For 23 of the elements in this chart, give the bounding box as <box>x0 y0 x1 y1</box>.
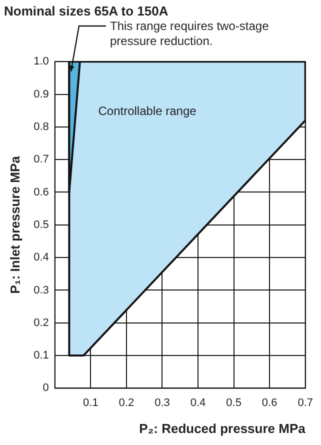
y-tick-label: 0.3 <box>34 284 49 296</box>
y-tick-label: 0 <box>42 382 49 394</box>
x-tick-label: 0.3 <box>154 396 170 409</box>
x-tick-label: 0.1 <box>83 396 98 409</box>
series-label: Controllable range <box>98 104 197 118</box>
y-tick-label: 0.9 <box>34 88 49 100</box>
annotation: This range requires two-stage pressure reduction. <box>110 19 270 48</box>
y-tick-label: 0.4 <box>34 252 49 264</box>
y-tick-label: 1.0 <box>34 56 49 68</box>
x-tick-label: 0.6 <box>262 396 278 409</box>
x-tick-label: 0.2 <box>118 396 134 409</box>
y-tick-label: 0.7 <box>34 154 49 166</box>
x-tick-label: 0.7 <box>298 396 314 409</box>
y-axis-title: P₁: Inlet pressure MPa <box>7 155 22 294</box>
y-tick-label: 0.6 <box>34 186 49 198</box>
x-axis-title: P₂: Reduced pressure MPa <box>139 420 306 436</box>
y-tick-label: 0.1 <box>34 350 49 362</box>
x-tick-label: 0.5 <box>226 396 242 409</box>
y-tick-label: 0.5 <box>34 218 49 231</box>
y-tick-label: 0.8 <box>34 120 49 133</box>
chart-title: Nominal sizes 65A to 150A <box>4 3 169 18</box>
y-tick-label: 0.2 <box>34 316 49 329</box>
x-tick-label: 0.4 <box>190 396 206 409</box>
